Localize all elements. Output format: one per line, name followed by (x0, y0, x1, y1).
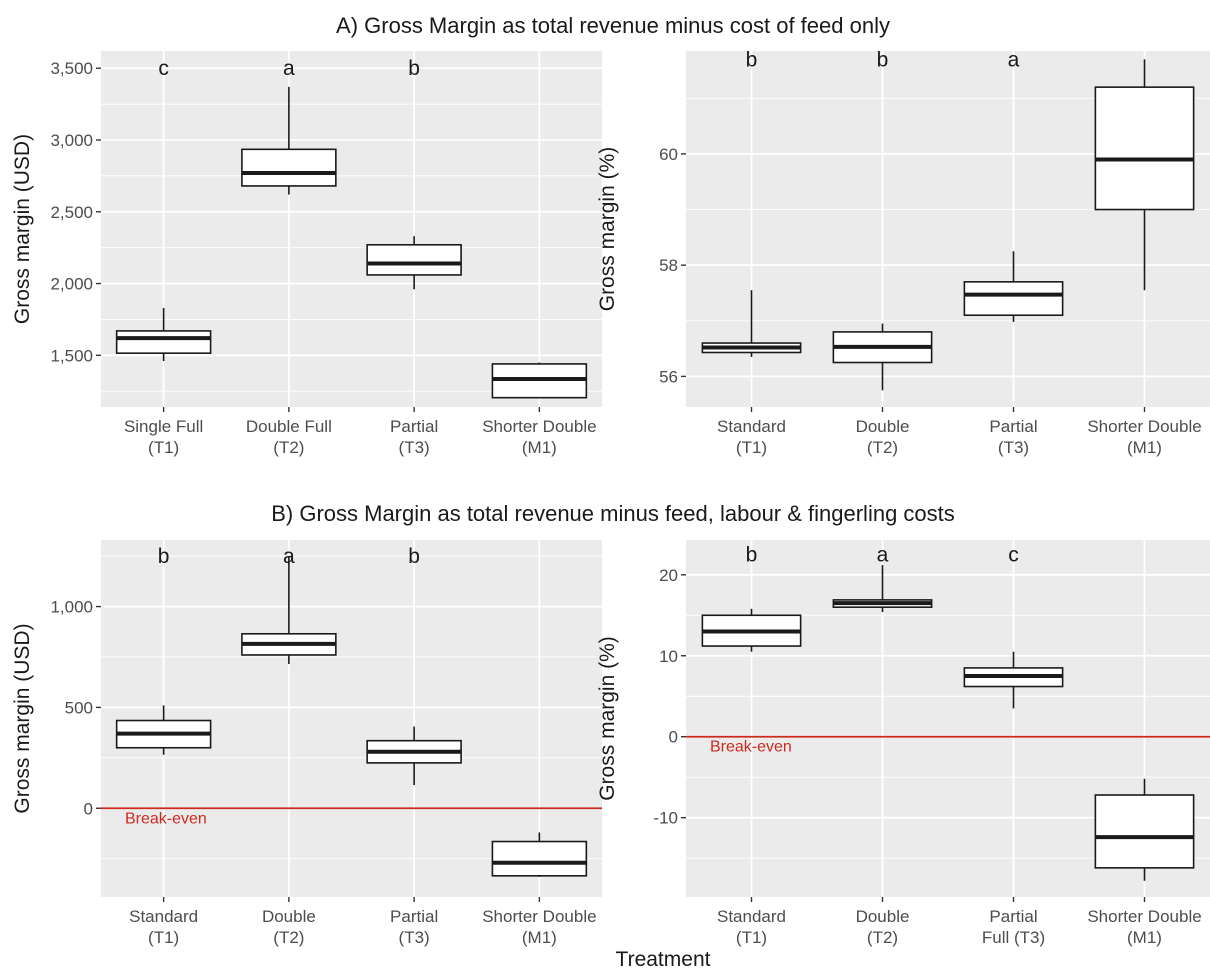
x-tick-label: Shorter Double (1087, 417, 1201, 436)
break-even-label: Break-even (710, 739, 792, 756)
box-2 (241, 86, 337, 195)
x-tick-label: (T3) (399, 438, 430, 457)
box-2 (832, 323, 933, 391)
box-3 (366, 726, 462, 786)
panel-1: c a b 1,500 2,000 2,500 3,000 3,500 Single Full (… (11, 51, 602, 457)
significance-letter: a (283, 545, 295, 568)
x-tick-label: (M1) (1127, 928, 1162, 947)
y-axis-title: Gross margin (USD) (11, 623, 34, 813)
y-tick-label: 2,500 (50, 203, 93, 222)
y-tick-label: 58 (659, 256, 678, 275)
x-tick-label: (T2) (867, 438, 898, 457)
box-iqr (366, 243, 462, 276)
significance-letter: c (158, 57, 169, 80)
box-iqr (115, 330, 212, 354)
y-tick-label: 56 (659, 367, 678, 386)
y-tick-label: 60 (659, 145, 678, 164)
box-3 (366, 236, 462, 290)
box-4 (1094, 778, 1195, 881)
box-4 (1094, 59, 1195, 291)
box-iqr (1094, 794, 1195, 869)
box-1 (701, 290, 802, 357)
y-tick-label: 0 (84, 799, 93, 818)
significance-letter: b (408, 57, 420, 80)
x-tick-label: (M1) (1127, 438, 1162, 457)
x-tick-label: (M1) (522, 438, 557, 457)
x-tick-label: (T3) (399, 928, 430, 947)
x-tick-label: (T2) (867, 928, 898, 947)
box-2 (832, 565, 933, 613)
x-tick-label: Single Full (124, 417, 203, 436)
panel-4: Break-even b a c -10 0 10 20 Standard (T1) Double (… (596, 540, 1210, 947)
y-axis-title: Gross margin (%) (596, 636, 619, 801)
y-axis-title: Gross margin (USD) (11, 134, 34, 324)
significance-letter: a (1008, 48, 1020, 71)
x-tick-label: Double (856, 417, 910, 436)
box-4 (491, 832, 588, 877)
x-tick-label: Standard (129, 907, 198, 926)
significance-letter: b (746, 48, 758, 71)
x-tick-label: Standard (717, 417, 786, 436)
y-tick-label: -10 (653, 809, 678, 828)
section-a-title: A) Gross Margin as total revenue minus c… (336, 13, 890, 38)
box-2 (241, 556, 337, 665)
x-tick-label: Double (262, 907, 316, 926)
significance-letter: b (746, 544, 758, 567)
box-iqr (241, 148, 337, 187)
box-iqr (963, 281, 1064, 317)
y-tick-label: 1,000 (50, 598, 93, 617)
significance-letter: b (158, 545, 170, 568)
x-tick-label: (T1) (148, 438, 179, 457)
box-1 (115, 705, 212, 755)
y-axis-title: Gross margin (%) (596, 147, 619, 312)
panel-2: b b a 56 58 60 Standard (T1) Double (T2) Partial (T… (596, 48, 1210, 457)
x-tick-label: Partial (390, 907, 438, 926)
y-tick-label: 1,500 (50, 346, 93, 365)
x-tick-label: Partial (989, 417, 1037, 436)
y-tick-label: 20 (659, 566, 678, 585)
x-tick-label: Double (856, 907, 910, 926)
x-tick-label: Double Full (246, 417, 332, 436)
x-tick-label: Partial (989, 907, 1037, 926)
significance-letter: b (877, 48, 889, 71)
panel-3: Break-even b a b 0 500 1,000 Standard (T1) Double… (11, 540, 602, 947)
y-tick-label: 10 (659, 647, 678, 666)
x-tick-label: (T1) (736, 438, 767, 457)
x-tick-label: Standard (717, 907, 786, 926)
y-tick-label: 3,000 (50, 131, 93, 150)
x-tick-label: Partial (390, 417, 438, 436)
box-1 (115, 307, 212, 362)
section-b-title: B) Gross Margin as total revenue minus f… (271, 501, 955, 526)
panels: c a b 1,500 2,000 2,500 3,000 3,500 Single Full (… (11, 48, 1210, 947)
significance-letter: b (408, 545, 420, 568)
y-tick-label: 2,000 (50, 275, 93, 294)
box-iqr (1094, 86, 1195, 211)
box-1 (701, 608, 802, 652)
break-even-label: Break-even (125, 810, 207, 827)
panel-background (101, 540, 602, 897)
y-tick-label: 500 (65, 698, 93, 717)
significance-letter: a (877, 544, 889, 567)
y-tick-label: 3,500 (50, 59, 93, 78)
x-tick-label: Shorter Double (482, 417, 596, 436)
x-tick-label: (T1) (148, 928, 179, 947)
box-iqr (491, 840, 588, 877)
box-4 (491, 362, 588, 399)
x-axis-title: Treatment (616, 948, 711, 969)
box-3 (963, 651, 1064, 709)
x-tick-label: (T2) (273, 928, 304, 947)
x-tick-label: (M1) (522, 928, 557, 947)
x-tick-label: Shorter Double (482, 907, 596, 926)
y-tick-label: 0 (669, 728, 678, 747)
x-tick-label: (T2) (273, 438, 304, 457)
significance-letter: c (1008, 544, 1019, 567)
x-tick-label: (T3) (998, 438, 1029, 457)
x-tick-label: Shorter Double (1087, 907, 1201, 926)
x-tick-label: Full (T3) (982, 928, 1045, 947)
box-3 (963, 251, 1064, 322)
x-tick-label: (T1) (736, 928, 767, 947)
significance-letter: a (283, 57, 295, 80)
